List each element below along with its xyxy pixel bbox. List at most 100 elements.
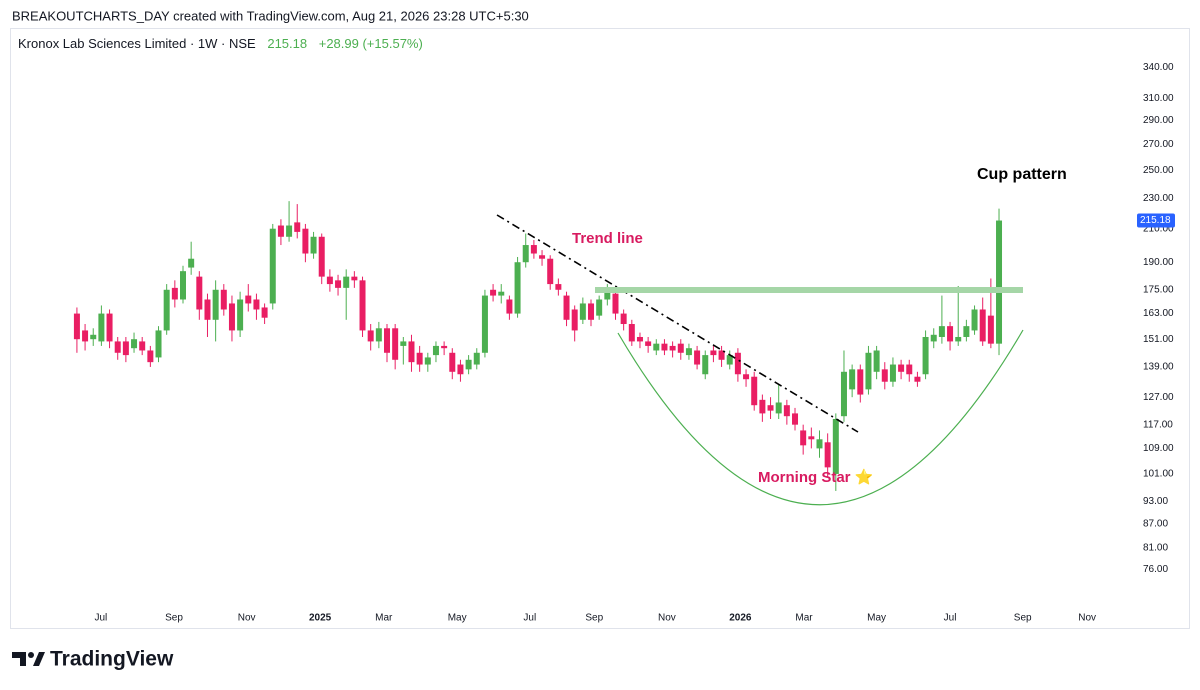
candle-body	[237, 299, 244, 331]
candle-body	[881, 369, 888, 382]
candle-body	[743, 374, 750, 380]
candle-body	[131, 339, 138, 349]
candle-body	[310, 236, 317, 254]
candle-body	[335, 280, 342, 288]
y-tick-label: 250.00	[1143, 165, 1174, 176]
attribution: BREAKOUTCHARTS_DAY created with TradingV…	[12, 8, 529, 23]
y-tick-label: 139.00	[1143, 362, 1174, 373]
candle-body	[98, 313, 105, 342]
candle-body	[253, 299, 260, 310]
candle-body	[432, 345, 439, 356]
candle-body	[555, 284, 562, 290]
x-tick-label: Nov	[658, 613, 676, 624]
y-tick-label: 101.00	[1143, 469, 1174, 480]
candle-body	[604, 291, 611, 300]
candle-body	[228, 303, 235, 331]
candle-body	[122, 341, 129, 356]
candle-body	[808, 436, 815, 440]
x-tick-label: Nov	[238, 613, 256, 624]
candle-body	[416, 352, 423, 365]
candle-body	[424, 357, 431, 365]
candle-body	[767, 405, 774, 411]
candle-body	[596, 299, 603, 316]
axes: 76.00 81.00 87.00 93.00 101.00 109.00 117.00 12…	[95, 62, 1175, 624]
logo-text: TradingView	[50, 648, 174, 671]
candle-body	[865, 352, 872, 390]
candle-body	[457, 364, 464, 375]
candle-body	[792, 413, 799, 425]
y-tick-label: 270.00	[1143, 139, 1174, 150]
x-tick-label: May	[867, 613, 886, 624]
price-change: +28.99 (+15.57%)	[319, 36, 423, 51]
candle-body	[245, 295, 252, 304]
candle-body	[996, 220, 1003, 344]
candle-body	[139, 341, 146, 351]
candle-body	[286, 225, 293, 237]
candle-body	[375, 328, 382, 342]
candle-body	[677, 343, 684, 353]
candle-body	[384, 328, 391, 353]
candle-body	[628, 324, 635, 342]
candle-body	[987, 315, 994, 344]
candle-body	[938, 326, 945, 337]
candle-body	[636, 336, 643, 342]
candle-body	[889, 364, 896, 382]
candle-body	[816, 439, 823, 449]
candle-body	[710, 350, 717, 356]
candle-body	[539, 255, 546, 259]
y-tick-label: 76.00	[1143, 564, 1168, 575]
candle-body	[506, 299, 513, 314]
x-tick-label: Jul	[523, 613, 536, 624]
candle-body	[277, 225, 284, 237]
x-tick-label: Sep	[1014, 613, 1032, 624]
x-tick-label: May	[448, 613, 467, 624]
annotation: Trend line	[572, 230, 643, 247]
price-tag	[1137, 213, 1175, 228]
candle-body	[261, 307, 268, 318]
candle-body	[775, 402, 782, 414]
candle-body	[498, 291, 505, 296]
candle-body	[90, 334, 97, 340]
x-tick-label: Jul	[944, 613, 957, 624]
candle-body	[579, 303, 586, 320]
candle-body	[930, 334, 937, 342]
candle-body	[73, 313, 80, 340]
candle-body	[114, 341, 121, 353]
candle-body	[212, 289, 219, 320]
candle-body	[963, 326, 970, 337]
candle-body	[204, 299, 211, 320]
y-tick-label: 87.00	[1143, 519, 1168, 530]
last-price: 215.18	[267, 36, 307, 51]
candle-body	[530, 245, 537, 254]
candle-body	[400, 341, 407, 346]
x-tick-label: 2026	[729, 613, 752, 624]
candle-body	[449, 352, 456, 372]
candle-body	[653, 343, 660, 351]
candle-body	[620, 313, 627, 325]
candle-body	[759, 399, 766, 414]
y-tick-label: 93.00	[1143, 496, 1168, 507]
candle-body	[914, 376, 921, 382]
candle-body	[979, 309, 986, 342]
candle-body	[873, 350, 880, 372]
candle-body	[849, 369, 856, 390]
candle-body	[269, 228, 276, 304]
annotation: Cup pattern	[977, 166, 1067, 183]
candle-body	[718, 350, 725, 360]
trend-line	[496, 214, 859, 433]
candle-body	[857, 369, 864, 395]
candle-body	[343, 276, 350, 288]
candle-body	[645, 341, 652, 346]
candle-body	[612, 293, 619, 314]
symbol-title: Kronox Lab Sciences Limited · 1W · NSE	[18, 36, 256, 51]
candle-body	[971, 309, 978, 331]
candle-body	[922, 336, 929, 375]
legend: Kronox Lab Sciences Limited · 1W · NSE 2…	[18, 36, 423, 51]
candle-body	[294, 222, 301, 232]
candle-body	[171, 287, 178, 300]
candle-body	[326, 276, 333, 285]
candle-body	[800, 430, 807, 446]
candle-body	[82, 330, 89, 342]
